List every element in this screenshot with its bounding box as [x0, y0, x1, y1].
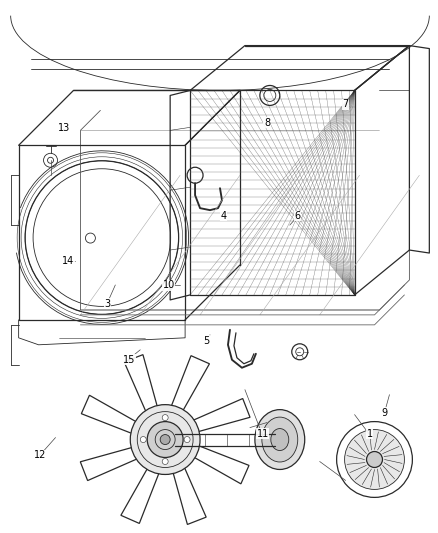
Text: 10: 10 — [162, 280, 175, 290]
Ellipse shape — [262, 417, 298, 462]
Text: 1: 1 — [367, 429, 373, 439]
Circle shape — [140, 437, 146, 442]
Text: 7: 7 — [343, 99, 349, 109]
Circle shape — [130, 405, 200, 474]
Circle shape — [162, 415, 168, 421]
Ellipse shape — [255, 410, 305, 470]
Circle shape — [184, 437, 190, 442]
Text: 8: 8 — [264, 118, 270, 128]
Text: 13: 13 — [58, 123, 70, 133]
Text: 11: 11 — [257, 429, 269, 439]
Circle shape — [160, 434, 170, 445]
Text: 3: 3 — [105, 298, 111, 309]
Text: 5: 5 — [203, 336, 209, 346]
Circle shape — [345, 430, 404, 489]
Text: 14: 14 — [62, 256, 74, 266]
Text: 12: 12 — [34, 450, 46, 460]
Circle shape — [367, 451, 382, 467]
Circle shape — [162, 458, 168, 464]
Ellipse shape — [271, 429, 289, 450]
Text: 4: 4 — [220, 211, 226, 221]
Text: 9: 9 — [382, 408, 388, 418]
Text: 6: 6 — [294, 211, 300, 221]
Text: 15: 15 — [124, 354, 136, 365]
Circle shape — [147, 422, 183, 457]
